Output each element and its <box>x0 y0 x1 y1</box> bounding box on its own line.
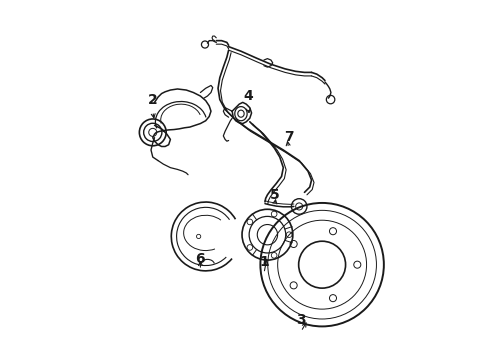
Text: 7: 7 <box>283 130 293 144</box>
Text: 2: 2 <box>147 93 157 107</box>
Text: 4: 4 <box>243 89 252 103</box>
Text: 6: 6 <box>195 252 205 266</box>
Text: 3: 3 <box>296 314 305 328</box>
Text: 5: 5 <box>269 188 279 202</box>
Text: 1: 1 <box>259 255 268 269</box>
